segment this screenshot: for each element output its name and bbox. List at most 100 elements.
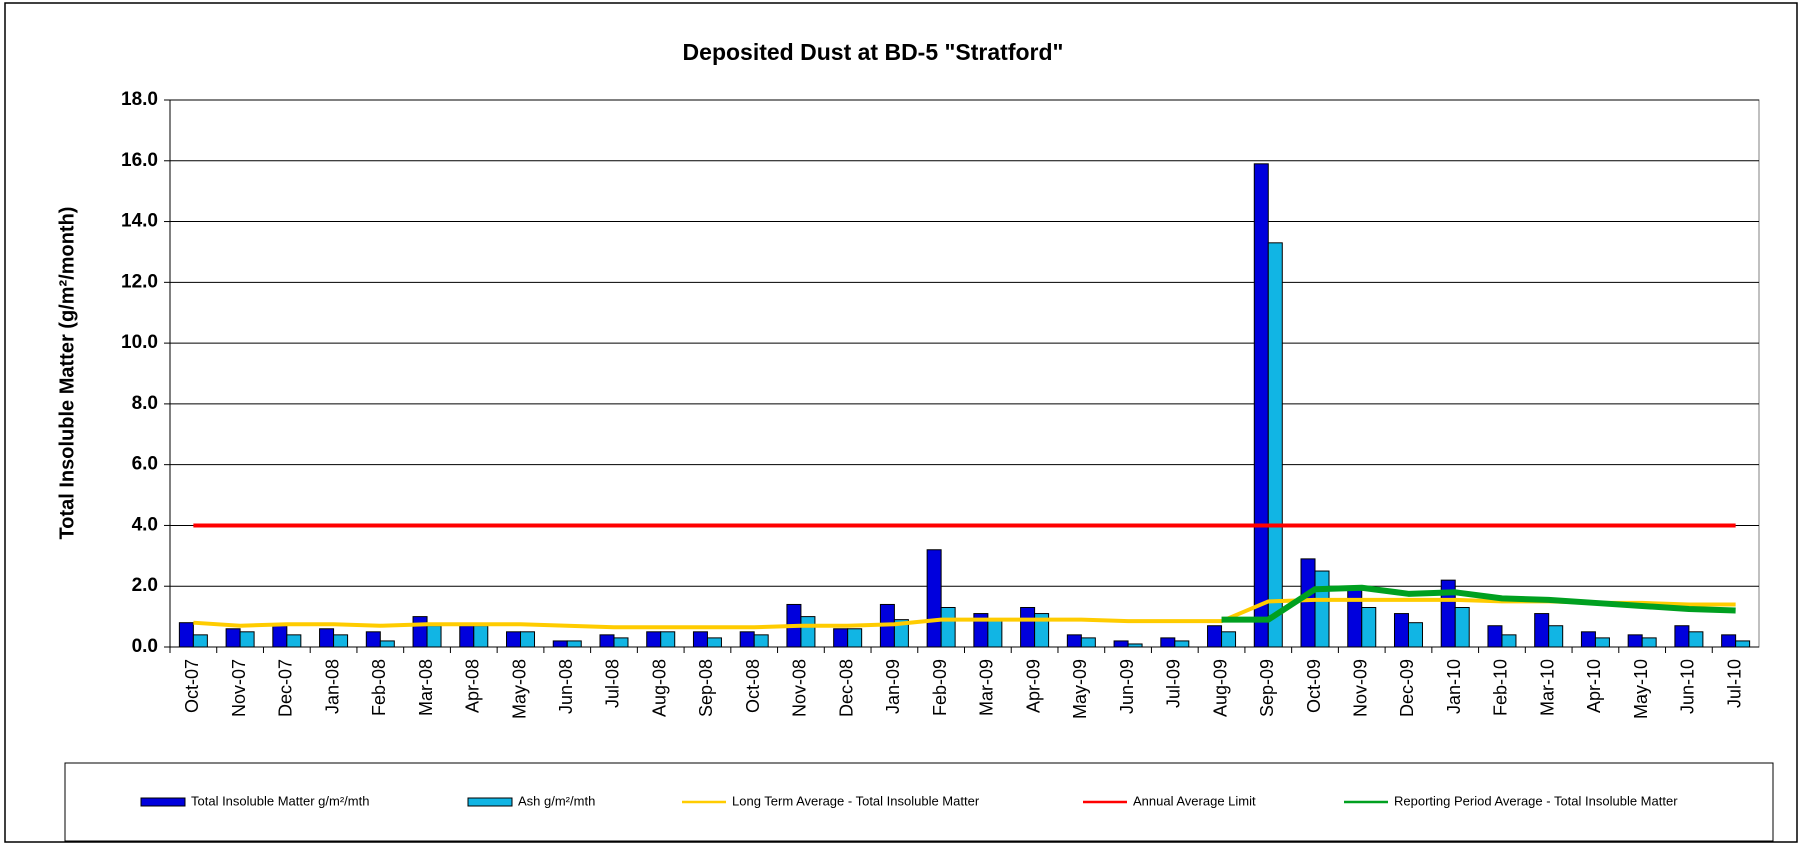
legend-label: Annual Average Limit	[1133, 793, 1256, 808]
bar	[1594, 637, 1610, 648]
bar	[1580, 631, 1596, 648]
y-axis-label: Total Insoluble Matter (g/m²/month)	[56, 207, 78, 540]
bar	[365, 631, 381, 648]
line	[193, 597, 1736, 630]
bar	[800, 616, 816, 648]
bar	[1393, 613, 1409, 648]
bar	[1207, 625, 1223, 648]
bar	[1267, 242, 1283, 648]
x-tick-label: Jul-08	[603, 659, 623, 708]
x-tick-label: Apr-10	[1584, 659, 1604, 713]
bar	[1300, 558, 1316, 648]
x-tick-label: Feb-09	[930, 659, 950, 716]
bar	[192, 634, 208, 648]
x-tick-label: Sep-08	[696, 659, 716, 717]
x-tick-label: Apr-08	[463, 659, 483, 713]
legend-swatch	[140, 797, 186, 807]
x-tick-label: Jan-08	[322, 659, 342, 714]
bar	[1721, 634, 1737, 648]
bar	[1407, 622, 1423, 648]
x-tick-label: Apr-09	[1023, 659, 1043, 713]
x-tick-label: May-09	[1070, 659, 1090, 719]
bar	[473, 625, 489, 648]
y-tick-label: 4.0	[132, 514, 158, 535]
bar	[1735, 640, 1751, 648]
bar	[239, 631, 255, 648]
x-tick-label: Jun-09	[1117, 659, 1137, 714]
bar	[940, 606, 956, 648]
y-tick-label: 6.0	[132, 454, 158, 475]
x-tick-label: Jul-10	[1724, 659, 1744, 708]
y-tick-label: 14.0	[121, 211, 158, 232]
bar	[660, 631, 676, 648]
x-tick-label: May-08	[509, 659, 529, 719]
bar	[753, 634, 769, 648]
bar	[426, 625, 442, 648]
bar	[333, 634, 349, 648]
bar	[178, 622, 194, 648]
bar	[1627, 634, 1643, 648]
bar	[1361, 606, 1377, 648]
x-tick-label: Jun-08	[556, 659, 576, 714]
bar	[225, 628, 241, 648]
bar	[1314, 570, 1330, 648]
bar	[1688, 631, 1704, 648]
x-tick-label: Dec-09	[1397, 659, 1417, 717]
legend-swatch	[467, 797, 513, 807]
bar	[1174, 640, 1190, 648]
bar	[552, 640, 568, 648]
x-tick-label: Jun-10	[1678, 659, 1698, 714]
x-tick-label: May-10	[1631, 659, 1651, 719]
bar	[272, 625, 288, 648]
chart-title: Deposited Dust at BD-5 "Stratford"	[683, 39, 1064, 65]
bar	[599, 634, 615, 648]
legend-label: Long Term Average - Total Insoluble Matt…	[732, 793, 980, 808]
bar	[1534, 613, 1550, 648]
bar	[506, 631, 522, 648]
bar	[692, 631, 708, 648]
y-tick-label: 8.0	[132, 393, 158, 414]
legend-label: Ash g/m²/mth	[518, 793, 595, 808]
y-tick-label: 18.0	[121, 89, 158, 110]
bar	[1641, 637, 1657, 648]
line	[1221, 584, 1736, 623]
bar	[459, 625, 475, 648]
bar	[646, 631, 662, 648]
x-tick-label: Oct-08	[743, 659, 763, 713]
bar	[1127, 643, 1143, 648]
bar	[1160, 637, 1176, 648]
bar	[1253, 163, 1269, 648]
x-tick-label: Nov-07	[229, 659, 249, 717]
x-tick-label: Sep-09	[1257, 659, 1277, 717]
bar	[833, 628, 849, 648]
x-tick-label: Aug-08	[649, 659, 669, 717]
x-tick-label: Feb-08	[369, 659, 389, 716]
x-tick-label: Mar-10	[1537, 659, 1557, 716]
x-tick-label: Nov-08	[790, 659, 810, 717]
bar	[739, 631, 755, 648]
legend-label: Reporting Period Average - Total Insolub…	[1394, 793, 1678, 808]
bar	[1066, 634, 1082, 648]
x-tick-label: Dec-07	[276, 659, 296, 717]
bar	[1221, 631, 1237, 648]
bar	[1080, 637, 1096, 648]
x-tick-label: Jul-09	[1164, 659, 1184, 708]
plot-area	[169, 99, 1760, 648]
bar	[566, 640, 582, 648]
x-tick-label: Jan-09	[883, 659, 903, 714]
bar	[1454, 606, 1470, 648]
bar	[847, 628, 863, 648]
x-tick-label: Oct-07	[182, 659, 202, 713]
x-tick-label: Feb-10	[1491, 659, 1511, 716]
x-tick-label: Nov-09	[1351, 659, 1371, 717]
bar	[893, 619, 909, 648]
bar	[1548, 625, 1564, 648]
x-tick-label: Aug-09	[1210, 659, 1230, 717]
x-tick-label: Dec-08	[836, 659, 856, 717]
bar	[706, 637, 722, 648]
bar	[379, 640, 395, 648]
bar	[1501, 634, 1517, 648]
bar	[286, 634, 302, 648]
bar	[926, 549, 942, 648]
